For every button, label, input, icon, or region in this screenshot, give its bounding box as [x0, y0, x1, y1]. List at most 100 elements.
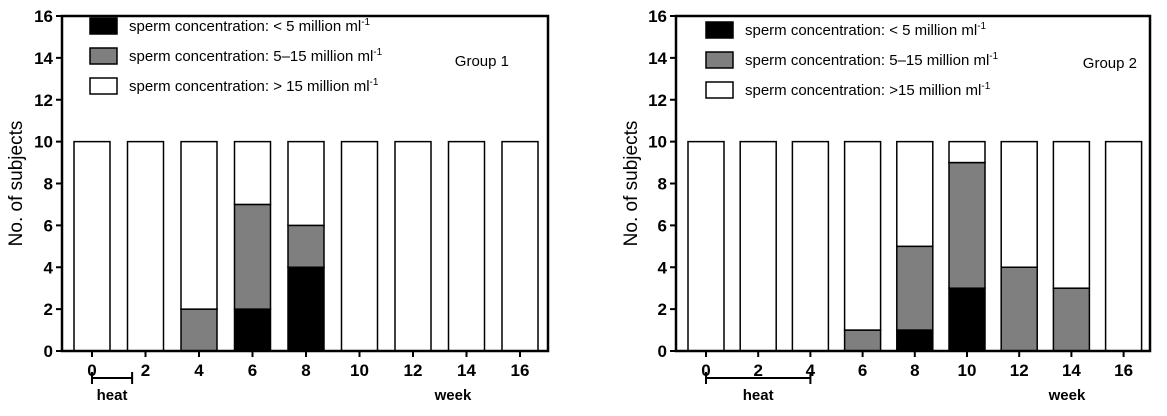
- legend-swatch-1: [705, 21, 734, 39]
- bar-week-10-series-1: [948, 287, 986, 352]
- bar-week-4-series-2: [180, 308, 218, 352]
- legend-label-text: sperm concentration: > 15 million ml: [129, 78, 370, 95]
- bar-week-10-series-2: [948, 161, 986, 289]
- x-tick-label: 2: [753, 361, 762, 380]
- y-tick-label: 16: [648, 7, 667, 26]
- legend-label-text: sperm concentration: < 5 million ml: [745, 22, 977, 39]
- y-tick-label: 6: [658, 216, 667, 235]
- y-tick-label: 14: [34, 49, 53, 68]
- y-tick-label: 4: [44, 258, 54, 277]
- bar-week-12-series-3: [394, 140, 432, 352]
- bar-week-10-series-3: [340, 140, 379, 352]
- bar-week-14-series-3: [447, 140, 486, 352]
- x-tick-label: 8: [910, 361, 919, 380]
- panel-group-1: No. of subjects 0 2 4 6 8 10 12 14 16 0 2 4 6 8 10 12 14 1…: [6, 7, 550, 404]
- x-tick-label: 0: [701, 361, 710, 380]
- bar-week-0-series-3: [687, 140, 725, 352]
- legend-label-text: sperm concentration: >15 million ml: [745, 82, 981, 99]
- legend-label-3: sperm concentration: > 15 million ml-1: [129, 77, 379, 95]
- x-tick-label: 4: [194, 361, 204, 380]
- x-tick-label: 14: [1062, 361, 1081, 380]
- x-tick-label: 16: [511, 361, 530, 380]
- legend-swatch-1: [89, 17, 118, 35]
- y-tick-label: 4: [658, 258, 668, 277]
- bar-week-6-series-1: [233, 308, 272, 352]
- bar-week-16-series-3: [1104, 140, 1143, 352]
- plot-frame: [60, 14, 550, 353]
- legend-swatch-2: [705, 51, 734, 69]
- bar-week-6-series-3: [843, 140, 882, 331]
- legend-label-text: sperm concentration: 5–15 million ml: [129, 48, 373, 65]
- group-label: Group 1: [455, 53, 509, 70]
- y-tick-label: 6: [44, 216, 53, 235]
- x-tick-label: 10: [958, 361, 977, 380]
- bar-week-4-series-3: [791, 140, 830, 352]
- bar-week-6-series-2: [843, 329, 882, 352]
- bar-week-14-series-3: [1052, 140, 1091, 289]
- legend-label-superscript: -1: [361, 17, 370, 28]
- bar-week-16-series-3: [501, 140, 539, 352]
- y-tick-label: 8: [658, 175, 667, 194]
- legend-swatch-3: [89, 77, 118, 95]
- legend-swatch-3: [705, 81, 734, 99]
- y-tick-label: 16: [34, 7, 53, 26]
- legend-swatch-2: [89, 47, 118, 65]
- bar-week-2-series-3: [126, 140, 165, 352]
- x-tick-label: 6: [858, 361, 867, 380]
- y-tick-label: 10: [648, 133, 667, 152]
- bar-week-8-series-1: [896, 329, 934, 352]
- x-tick-label: 14: [457, 361, 476, 380]
- bar-week-6-series-2: [233, 203, 272, 310]
- y-tick-label: 0: [44, 342, 53, 361]
- bar-week-8-series-3: [287, 140, 325, 227]
- y-tick-label: 8: [44, 175, 53, 194]
- x-tick-label: 10: [350, 361, 369, 380]
- y-tick-label: 2: [658, 300, 667, 319]
- y-tick-label: 10: [34, 133, 53, 152]
- bar-week-8-series-1: [287, 266, 325, 352]
- legend-label-text: sperm concentration: < 5 million ml: [129, 18, 361, 35]
- panel-group-2: No. of subjects 0 2 4 6 8 10 12 14 16 0 2 4 6 8 10 12 14 1…: [621, 7, 1152, 404]
- y-tick-label: 12: [34, 91, 53, 110]
- legend-label-3: sperm concentration: >15 million ml-1: [745, 81, 991, 99]
- heat-label: heat: [743, 387, 774, 404]
- legend-label-1: sperm concentration: < 5 million ml-1: [129, 17, 371, 35]
- x-axis-label: week: [1048, 387, 1086, 404]
- y-tick-label: 2: [44, 300, 53, 319]
- bar-week-4-series-3: [180, 140, 218, 310]
- legend-label-superscript: -1: [977, 21, 986, 32]
- x-tick-label: 12: [1010, 361, 1029, 380]
- bar-week-8-series-3: [896, 140, 934, 248]
- legend-label-2: sperm concentration: 5–15 million ml-1: [129, 47, 383, 65]
- bar-week-6-series-3: [233, 140, 272, 206]
- bar-week-2-series-3: [739, 140, 777, 352]
- y-axis-label: No. of subjects: [621, 121, 642, 247]
- x-tick-label: 8: [301, 361, 310, 380]
- bar-week-10-series-3: [948, 140, 986, 164]
- legend-label-1: sperm concentration: < 5 million ml-1: [745, 21, 987, 39]
- x-tick-label: 6: [248, 361, 257, 380]
- bar-week-0-series-3: [73, 140, 111, 352]
- bar-week-14-series-2: [1052, 287, 1091, 352]
- x-tick-label: 2: [141, 361, 150, 380]
- group-label: Group 2: [1083, 55, 1137, 72]
- bar-week-12-series-3: [1000, 140, 1038, 268]
- legend-label-superscript: -1: [989, 51, 998, 62]
- y-tick-label: 12: [648, 91, 667, 110]
- x-tick-label: 4: [806, 361, 816, 380]
- y-tick-label: 0: [658, 342, 667, 361]
- x-tick-label: 12: [404, 361, 423, 380]
- heat-label: heat: [97, 387, 128, 404]
- legend-label-superscript: -1: [981, 81, 990, 92]
- legend-label-superscript: -1: [373, 47, 382, 58]
- y-tick-label: 14: [648, 49, 667, 68]
- x-axis-label: week: [434, 387, 472, 404]
- bar-week-12-series-2: [1000, 266, 1038, 352]
- x-tick-label: 16: [1114, 361, 1133, 380]
- y-axis-label: No. of subjects: [6, 121, 27, 247]
- legend-label-text: sperm concentration: 5–15 million ml: [745, 52, 989, 69]
- bar-week-8-series-2: [896, 245, 934, 331]
- legend-label-2: sperm concentration: 5–15 million ml-1: [745, 51, 999, 69]
- legend-label-superscript: -1: [370, 77, 379, 88]
